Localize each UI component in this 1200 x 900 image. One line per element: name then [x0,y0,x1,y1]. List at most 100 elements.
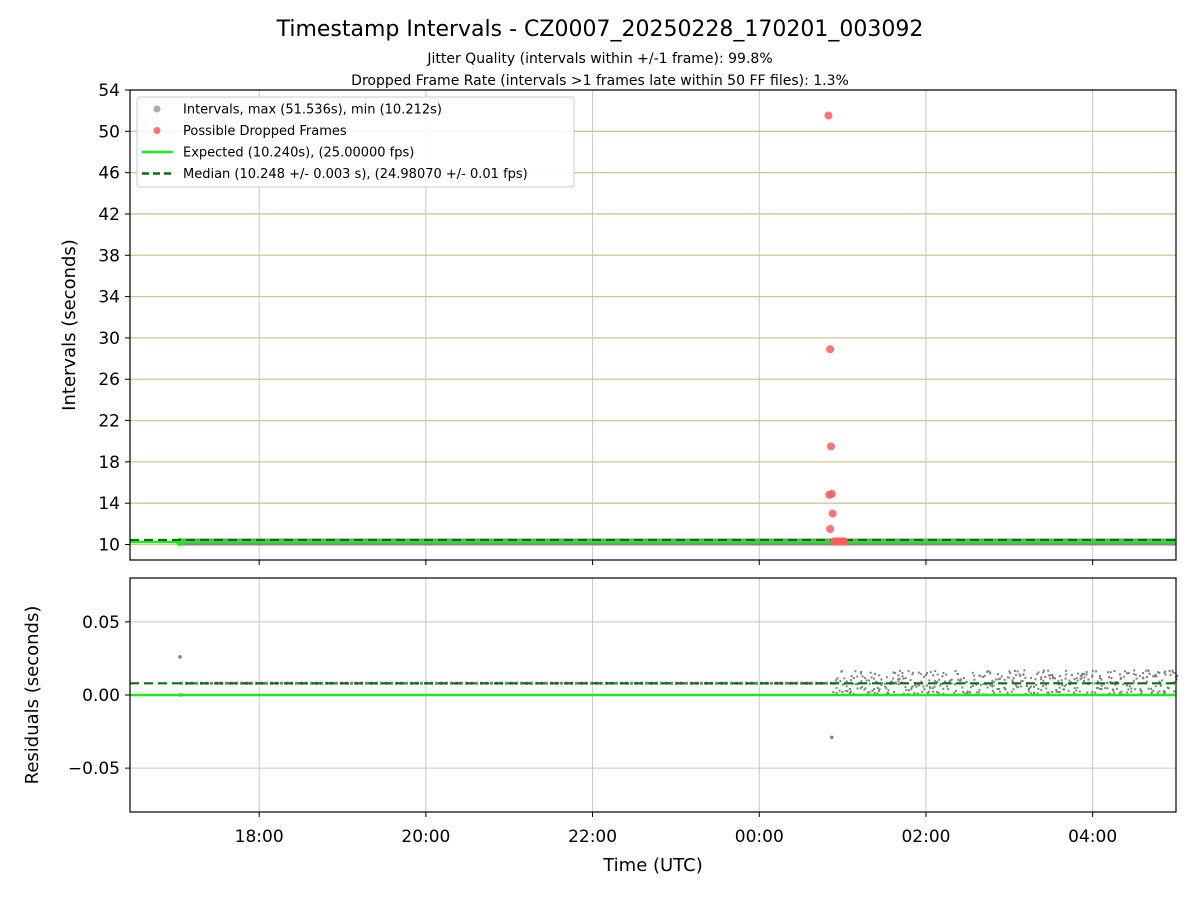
top-y-axis-label: Intervals (seconds) [59,239,80,411]
residual-point [1147,670,1150,673]
residual-point [1164,673,1167,676]
residual-point [912,671,915,674]
residual-point [841,690,844,693]
residual-point [1034,678,1037,681]
residual-point [1037,671,1040,674]
residual-point [1067,689,1070,692]
residual-point [956,672,959,675]
residual-point [1061,684,1064,687]
residual-point [1075,689,1078,692]
residual-point [859,670,862,673]
residual-point [986,686,989,689]
x-tick-label: 20:00 [401,827,450,847]
residual-point [864,676,867,679]
residual-point [1063,685,1066,688]
residual-point [942,687,945,690]
residual-point [969,691,972,694]
residual-point [937,691,940,694]
residual-point [944,680,947,683]
residual-point [1046,691,1049,694]
residual-point [949,679,952,682]
residual-point [1106,687,1109,690]
residual-point [863,688,866,691]
residual-point [1013,669,1016,672]
residual-point [936,673,939,676]
residual-point [868,682,871,685]
residual-point [938,678,941,681]
residual-point [1051,691,1054,694]
residual-point [1168,670,1171,673]
residual-point [1162,692,1165,695]
x-tick-label: 00:00 [735,827,784,847]
residual-point [1161,679,1164,682]
residual-point [1036,673,1039,676]
residual-point [868,690,871,693]
residual-point [978,688,981,691]
residual-point [1021,680,1024,683]
residual-point [1122,683,1125,686]
residual-point [898,677,901,680]
residual-point [1083,673,1086,676]
residual-point [1123,675,1126,678]
residual-point [982,682,985,685]
residual-point [1134,673,1137,676]
residual-point [875,680,878,683]
residual-point [901,675,904,678]
subtitle-jitter: Jitter Quality (intervals within +/-1 fr… [426,51,772,67]
top-y-tick-label: 22 [98,412,120,432]
residual-point [1094,682,1097,685]
legend-marker [153,105,161,113]
residual-point [1003,686,1006,689]
residual-point [1094,691,1097,694]
residual-point [1135,677,1138,680]
residual-point [969,686,972,689]
top-y-tick-label: 42 [98,205,120,225]
residual-point [1030,692,1033,695]
residual-point [1051,677,1054,680]
residual-point [975,683,978,686]
residual-point [1104,687,1107,690]
residual-point [942,692,945,695]
residual-point [1039,678,1042,681]
dropped-frame-point [826,525,835,534]
residual-point [1081,674,1084,677]
residual-point [1059,675,1062,678]
residual-point [954,689,957,692]
residual-point [1055,690,1058,693]
residual-point [979,675,982,678]
residual-point [916,692,919,695]
residual-point [1047,669,1050,672]
residual-point [1042,669,1045,672]
residual-point [1035,683,1038,686]
residual-point [1081,672,1084,675]
residual-point [934,670,937,673]
residual-point [1148,672,1151,675]
residual-point [1113,669,1116,672]
residual-point [917,684,920,687]
residual-point [909,679,912,682]
residual-point [1099,677,1102,680]
residual-point [1060,679,1063,682]
residual-point [881,682,884,685]
residual-point [1171,669,1174,672]
residual-point [1172,671,1175,674]
residual-point [933,685,936,688]
residual-point [1022,673,1025,676]
residual-point [926,691,929,694]
residual-point [849,692,852,695]
residual-point [1132,679,1135,682]
subtitle-dropped-rate: Dropped Frame Rate (intervals >1 frames … [351,73,849,89]
residual-point [1106,682,1109,685]
residual-point [945,673,948,676]
residual-point [1040,676,1043,679]
residual-point [1173,690,1176,693]
residual-point [883,682,886,685]
residual-point [954,683,957,686]
x-tick-label: 18:00 [235,827,284,847]
x-axis-label: Time (UTC) [602,855,703,876]
residual-point [898,669,901,672]
residual-point [1028,687,1031,690]
residual-point [913,691,916,694]
residual-point [987,669,990,672]
residual-point [1058,686,1061,689]
